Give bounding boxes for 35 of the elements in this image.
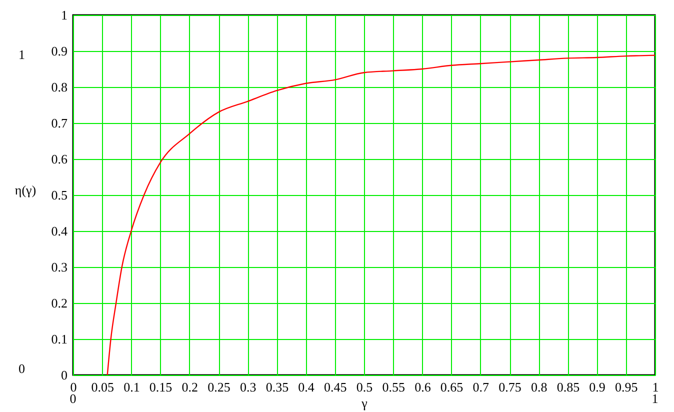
text: 0 bbox=[18, 361, 25, 376]
x-tick-label: 0.15 bbox=[149, 380, 172, 394]
x-tick-label: 0.2 bbox=[182, 380, 198, 394]
x-tick-label: 0.55 bbox=[382, 380, 405, 394]
x-tick-label: 0.85 bbox=[556, 380, 580, 394]
x-tick-label: 0.9 bbox=[589, 380, 606, 394]
y-tick-label: 0.2 bbox=[51, 296, 68, 310]
x-tick-label: 0.05 bbox=[91, 380, 114, 394]
y-tick-label: 0.3 bbox=[51, 260, 68, 274]
x-tick-label: 0.65 bbox=[440, 380, 464, 394]
x-tick-label: 0.45 bbox=[324, 380, 347, 394]
x-tick-label: 0.1 bbox=[124, 380, 140, 394]
y-tick-label: 0 bbox=[61, 368, 68, 382]
x-tick-label: 0.35 bbox=[266, 380, 289, 394]
y-tick-label: 1 bbox=[61, 8, 68, 22]
x-axis-title: γ bbox=[360, 396, 368, 410]
y-tick-label: 0.6 bbox=[51, 152, 68, 166]
y-tick-label: 0.5 bbox=[51, 188, 68, 202]
y-tick-label: 0.1 bbox=[51, 332, 68, 346]
y-tick-label: 0.8 bbox=[51, 80, 68, 94]
x-tick-label: 0.8 bbox=[530, 380, 548, 394]
x-tick-label: 0.7 bbox=[472, 380, 490, 394]
x-tick-label: 0.6 bbox=[414, 380, 432, 394]
x-tick-label: 0.5 bbox=[356, 380, 373, 394]
line-series bbox=[106, 54, 655, 375]
y-tick-label: 0.7 bbox=[51, 116, 68, 130]
x-tick-label: 0.4 bbox=[298, 380, 315, 394]
x-tick-label: 0.75 bbox=[498, 380, 522, 394]
y-tick-label: 0.4 bbox=[51, 224, 68, 238]
x-tick-label: 0.25 bbox=[208, 380, 230, 394]
x-tick-label: 0.3 bbox=[240, 380, 256, 394]
y-tick-label: 0.9 bbox=[51, 44, 68, 58]
x-tick-label: 0.95 bbox=[615, 380, 638, 394]
y-axis-title: η(γ) bbox=[14, 182, 36, 198]
text: 1 bbox=[18, 47, 25, 62]
